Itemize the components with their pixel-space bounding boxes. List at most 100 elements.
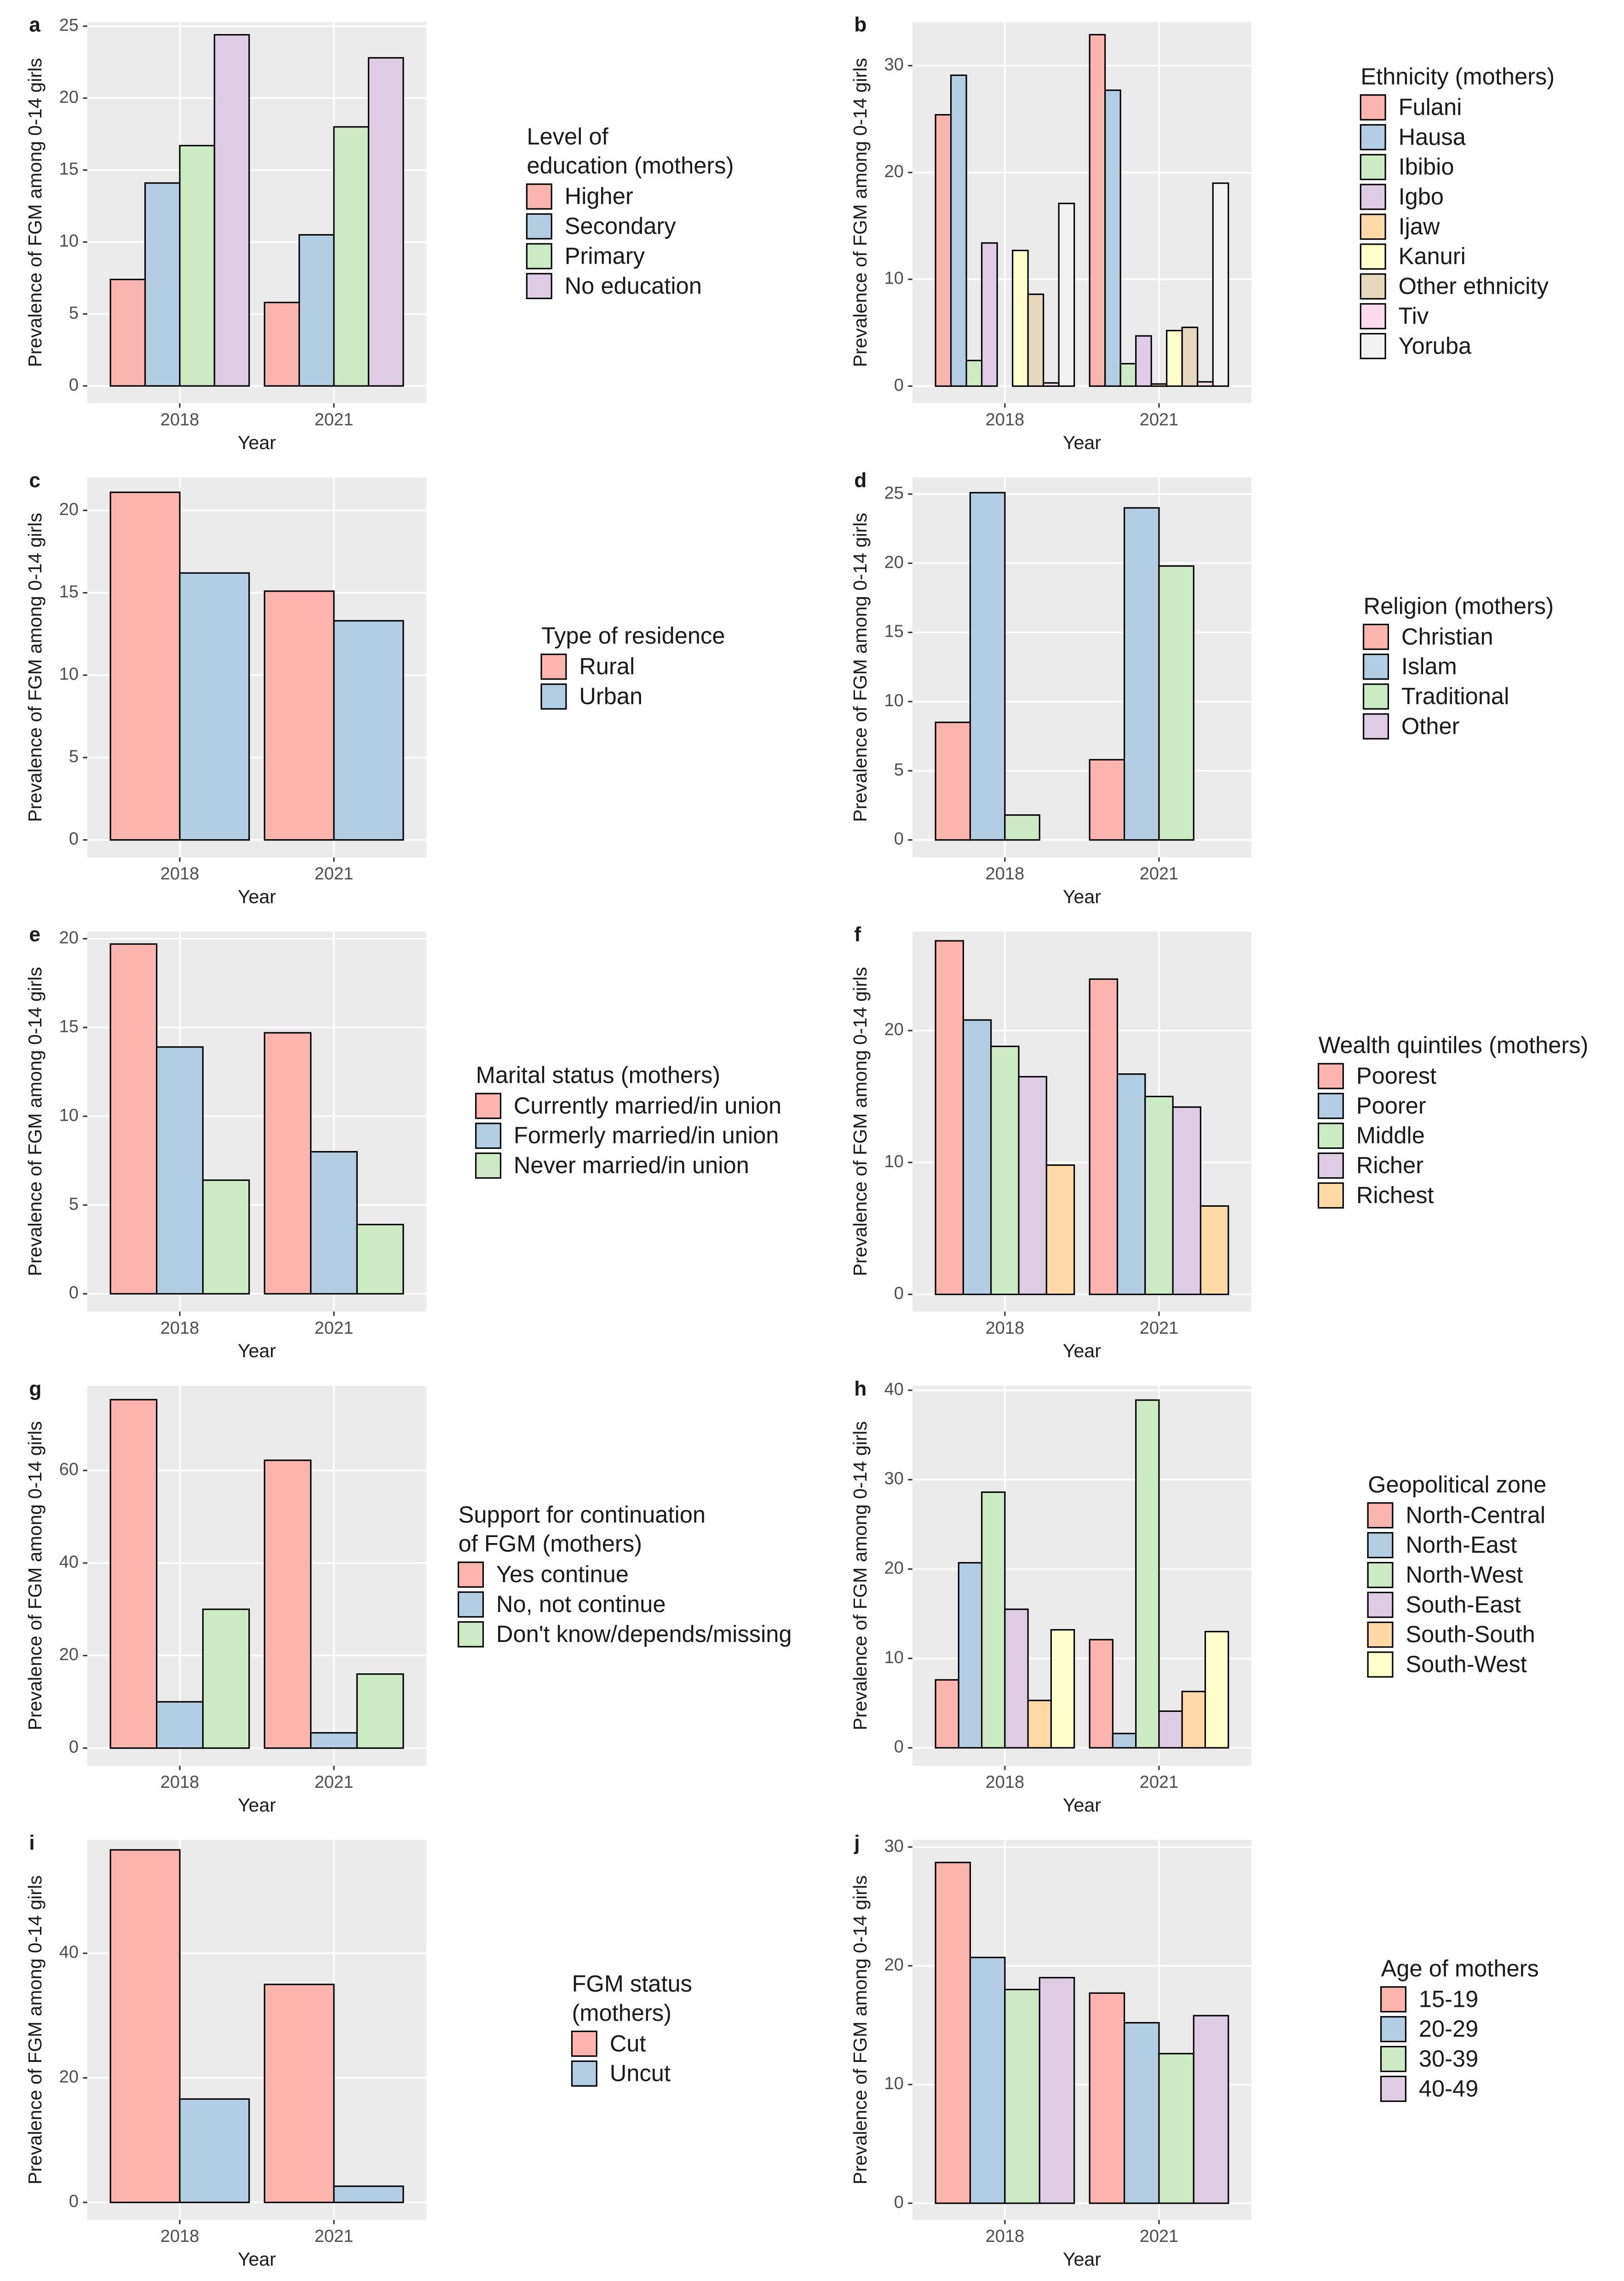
x-axis-label: Year <box>238 1794 276 1815</box>
bar <box>179 572 250 841</box>
y-axis-label: Prevalence of FGM among 0-14 girls <box>24 1875 46 2184</box>
legend-title: Marital status (mothers) <box>476 1062 721 1088</box>
legend-label: Cut <box>610 2030 646 2056</box>
legend-label: Islam <box>1401 653 1457 680</box>
bar <box>298 234 335 387</box>
bar <box>1104 89 1121 387</box>
legend-key <box>540 653 567 680</box>
bar <box>264 301 300 387</box>
bar <box>958 1562 983 1749</box>
legend-key <box>1360 184 1386 210</box>
bar <box>1018 1076 1047 1296</box>
legend-label: 40-49 <box>1419 2075 1478 2102</box>
y-tick-label: 20 <box>884 1955 904 1975</box>
y-tick-label: 15 <box>59 582 79 602</box>
legend-label: Christian <box>1401 623 1493 650</box>
x-tick-label: 2021 <box>1140 1773 1178 1792</box>
bar <box>990 1045 1020 1296</box>
bar <box>935 1679 959 1749</box>
legend-key <box>1363 653 1389 680</box>
legend-title: Ethnicity (mothers) <box>1360 63 1555 89</box>
legend-label: Kanuri <box>1399 243 1466 269</box>
bar <box>981 1491 1006 1749</box>
bar <box>1112 1733 1137 1749</box>
legend-label: Currently married/in union <box>514 1092 781 1118</box>
y-tick-label: 40 <box>59 1552 79 1572</box>
bar <box>1150 383 1168 387</box>
y-tick-label: 20 <box>59 2067 79 2086</box>
bar <box>156 1701 204 1749</box>
y-tick-label: 40 <box>884 1380 904 1399</box>
legend-label: Fulani <box>1399 94 1462 120</box>
bar <box>935 721 971 841</box>
legend-label: Traditional <box>1401 683 1509 709</box>
x-axis-label: Year <box>1063 1340 1101 1361</box>
bar <box>264 590 335 841</box>
y-tick-label: 0 <box>894 2193 904 2212</box>
legend-label: Higher <box>565 183 633 209</box>
legend-key <box>1363 713 1389 740</box>
bar <box>179 144 215 387</box>
bar <box>1089 34 1106 387</box>
bar <box>156 1046 204 1295</box>
bar <box>1135 335 1152 387</box>
bar <box>1089 1992 1125 2204</box>
bar <box>1012 249 1029 387</box>
legend-label: Tiv <box>1399 303 1429 329</box>
legend-key <box>1367 1502 1394 1529</box>
y-tick-label: 40 <box>59 1943 79 1962</box>
panel-letter: e <box>29 923 40 946</box>
legend-key <box>1380 2075 1406 2102</box>
legend-key <box>1363 683 1389 710</box>
legend-label: Urban <box>579 683 643 709</box>
legend-key <box>571 2060 597 2087</box>
legend-key <box>1380 2045 1406 2072</box>
legend-key <box>1367 1532 1394 1559</box>
legend-label: Formerly married/in union <box>514 1122 779 1148</box>
legend-title: Support for continuation <box>459 1501 706 1527</box>
bar <box>1027 294 1044 387</box>
panel-letter: c <box>29 469 40 492</box>
panel-letter: h <box>854 1377 867 1400</box>
x-tick-label: 2021 <box>1140 2227 1178 2246</box>
y-tick-label: 20 <box>59 500 79 519</box>
y-tick-label: 0 <box>894 1284 904 1303</box>
panel-letter: f <box>854 923 861 946</box>
y-tick-label: 25 <box>59 16 79 35</box>
bar <box>202 1608 250 1749</box>
legend-label: Poorest <box>1356 1063 1436 1089</box>
legend-key <box>475 1152 501 1179</box>
bar <box>962 1019 992 1296</box>
x-axis-label: Year <box>238 886 276 907</box>
y-tick-label: 30 <box>884 55 904 75</box>
legend-label: North-West <box>1406 1561 1523 1588</box>
bar <box>109 491 181 841</box>
panel-letter: a <box>29 14 40 36</box>
legend-key <box>1380 2016 1406 2043</box>
y-tick-label: 10 <box>884 1648 904 1667</box>
y-tick-label: 15 <box>59 160 79 179</box>
legend-label: Richest <box>1356 1182 1434 1208</box>
y-tick-label: 0 <box>69 829 79 849</box>
x-tick-label: 2018 <box>986 410 1024 429</box>
legend-title: (mothers) <box>572 1999 671 2026</box>
panel-letter: b <box>854 14 867 36</box>
bar <box>1039 1977 1075 2204</box>
y-tick-label: 0 <box>69 375 79 395</box>
legend-key <box>526 183 552 210</box>
x-tick-label: 2021 <box>315 1773 353 1792</box>
legend-label: Hausa <box>1399 124 1466 150</box>
y-tick-label: 20 <box>884 1020 904 1039</box>
x-tick-label: 2021 <box>1140 410 1178 429</box>
y-tick-label: 0 <box>69 2192 79 2211</box>
x-axis-label: Year <box>238 1340 276 1361</box>
bar <box>950 75 967 387</box>
panel-letter: d <box>854 469 867 492</box>
legend-key <box>1367 1651 1394 1678</box>
legend-key <box>1380 1986 1406 2013</box>
legend-label: Other <box>1401 713 1460 739</box>
x-tick-label: 2018 <box>986 2227 1024 2246</box>
legend-label: North-Central <box>1406 1502 1545 1528</box>
y-tick-label: 10 <box>59 665 79 684</box>
